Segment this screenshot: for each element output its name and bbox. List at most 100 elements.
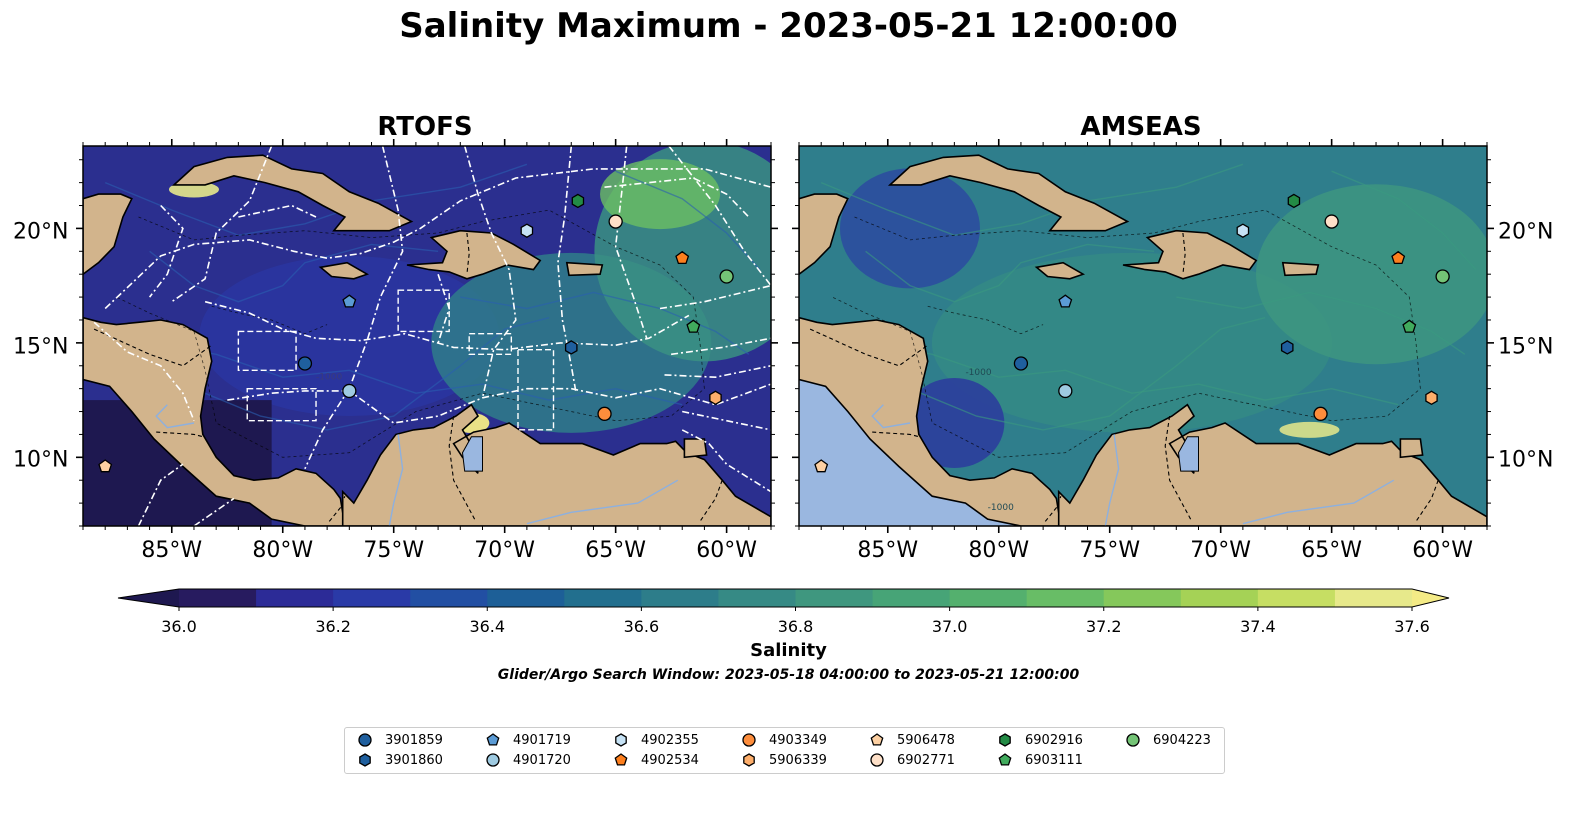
country-border — [1164, 416, 1193, 522]
river — [1104, 434, 1120, 526]
pentagon-marker-icon — [998, 753, 1012, 766]
legend-label: 5906478 — [897, 732, 955, 748]
salinity-field — [199, 256, 500, 416]
lat-tick-label-left: 15°N — [13, 334, 69, 360]
panel-title-rtofs: RTOFS — [377, 112, 473, 142]
colorbar-segment — [410, 589, 488, 607]
river — [1242, 479, 1395, 525]
river — [526, 479, 679, 525]
lat-tick-label-right: 20°N — [1498, 219, 1554, 245]
colorbar-tick-label: 36.2 — [315, 617, 351, 636]
eez-boundary — [93, 321, 195, 421]
colorbar-segment — [256, 589, 334, 607]
land-trinidad — [683, 438, 708, 459]
legend-label: 4902534 — [641, 752, 699, 768]
legend-item: 5906339 — [741, 751, 827, 769]
lon-tick-label: 70°W — [1190, 538, 1252, 563]
float-marker-3901860 — [564, 340, 578, 355]
eez-boundary — [238, 204, 317, 218]
float-marker-4901720 — [342, 383, 357, 399]
colorbar-tick-label: 37.0 — [931, 617, 968, 636]
land-yucatan — [799, 193, 849, 276]
float-marker-6904223 — [719, 269, 734, 284]
legend-marker — [359, 753, 371, 767]
salinity-field — [931, 252, 1332, 433]
colorbar-over-arrow — [1412, 589, 1449, 607]
isobath-label: -1000 — [965, 368, 991, 378]
eez-boundary — [670, 337, 771, 356]
eez-boundary — [604, 177, 750, 218]
colorbar-segment — [1026, 589, 1105, 607]
land-south-america — [341, 403, 771, 526]
colorbar-tick-label: 37.6 — [1394, 617, 1430, 636]
land-hispaniola — [1122, 229, 1258, 280]
float-marker-5906478 — [814, 459, 829, 473]
lon-tick-label: 85°W — [141, 538, 203, 563]
salinity-eddy — [865, 342, 1399, 406]
country-border — [156, 431, 203, 438]
legend-label: 4903349 — [769, 732, 827, 748]
colorbar-tick-label: 37.2 — [1085, 617, 1122, 636]
land-central-america — [83, 316, 346, 526]
legend-item: 4901720 — [485, 751, 571, 769]
legend-item: 4902534 — [613, 751, 699, 769]
colorbar-segment — [718, 589, 796, 607]
lake-maracaibo — [461, 436, 483, 472]
float-marker-4903349 — [1313, 406, 1328, 421]
legend-marker — [358, 733, 372, 747]
legend-label: 4901719 — [513, 732, 571, 748]
float-legend: 3901859 3901860 4901719 4901720 4902355 49025… — [344, 727, 1225, 774]
float-marker-6902771 — [1324, 214, 1339, 229]
colorbar-tick-label: 36.6 — [623, 617, 660, 636]
colorbar-tick-label: 36.4 — [469, 617, 506, 636]
isobath-label: -1000 — [988, 503, 1014, 513]
colorbar-segment — [1103, 589, 1182, 607]
lat-tick-label-left: 10°N — [13, 447, 69, 473]
legend-marker — [486, 733, 500, 746]
land-jamaica — [318, 261, 370, 280]
legend-marker — [1126, 733, 1140, 747]
legend-label: 3901860 — [385, 752, 443, 768]
eez-boundary — [104, 168, 771, 310]
lat-tick-label-right: 15°N — [1498, 334, 1554, 360]
eez-boundary — [682, 410, 771, 431]
isobath-label: -1000 — [316, 372, 342, 382]
isobath-1000m — [211, 305, 328, 335]
salinity-eddy — [1176, 291, 1466, 355]
legend-marker — [614, 753, 628, 766]
circle-marker-icon — [870, 753, 884, 767]
float-marker-6904223 — [1435, 269, 1450, 284]
salinity-eddy — [460, 291, 750, 355]
eez-boundary — [171, 146, 273, 303]
lat-tick-label-right: 10°N — [1498, 447, 1554, 473]
eez-boundary — [659, 284, 771, 310]
hexagon-marker-icon — [999, 733, 1011, 747]
map-frame — [798, 145, 1488, 527]
lake-nicaragua — [155, 404, 195, 429]
eez-boundary — [193, 497, 235, 526]
pacific-ocean — [799, 379, 1021, 526]
colorbar-segment — [1180, 589, 1259, 607]
legend-item: 3901859 — [357, 731, 443, 749]
float-marker-6903111 — [686, 319, 701, 333]
legend-item: 6902916 — [997, 731, 1083, 749]
eez-boundary — [246, 387, 317, 422]
eez-boundary — [681, 429, 771, 493]
lon-tick-label: 65°W — [585, 538, 647, 563]
float-marker-3901859 — [297, 356, 313, 371]
land-puerto-rico — [565, 261, 604, 277]
salinity-field — [839, 168, 980, 289]
land-south-america — [1057, 403, 1487, 526]
land-hispaniola — [406, 229, 542, 280]
lon-tick-label: 75°W — [363, 538, 425, 563]
legend-item: 6904223 — [1125, 731, 1211, 749]
eez-boundary — [614, 146, 648, 339]
country-border — [1415, 480, 1439, 522]
river — [388, 434, 404, 526]
land-jamaica — [1034, 261, 1086, 280]
circle-marker-icon — [1126, 733, 1140, 747]
lon-tick-label: 65°W — [1301, 538, 1363, 563]
legend-label: 6902771 — [897, 752, 955, 768]
legend-item: 4903349 — [741, 731, 827, 749]
colorbar-segment — [333, 589, 411, 607]
